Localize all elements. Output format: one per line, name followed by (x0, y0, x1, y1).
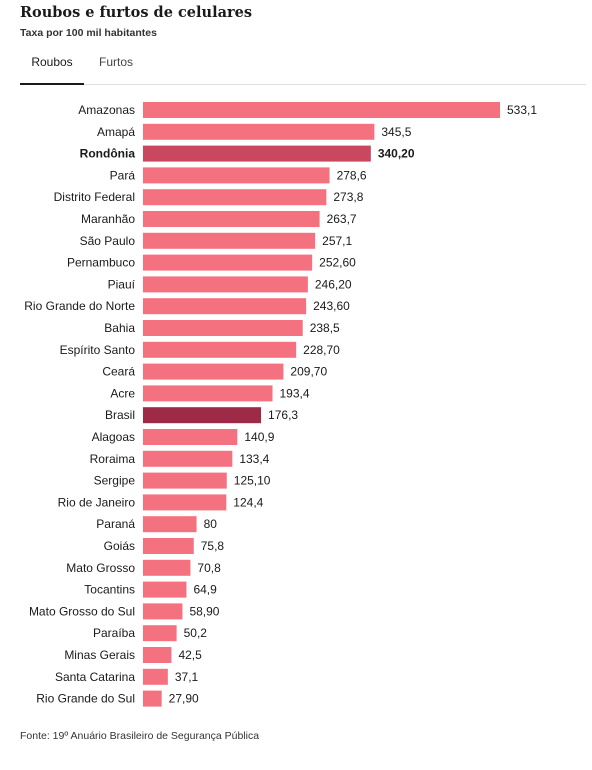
tab-bar: Roubos Furtos (20, 52, 586, 85)
category-label: Rondônia (80, 147, 136, 161)
category-label: Amazonas (78, 103, 135, 117)
bar (143, 189, 327, 206)
value-label: 533,1 (507, 103, 537, 117)
value-label: 75,8 (201, 539, 225, 553)
category-label: Paraná (96, 517, 135, 531)
value-label: 42,5 (178, 648, 202, 662)
value-label: 140,9 (244, 430, 274, 444)
bar (143, 298, 307, 315)
bar (143, 254, 313, 271)
category-label: Amapá (97, 125, 135, 139)
bar (143, 603, 183, 620)
value-label: 340,20 (378, 147, 415, 161)
value-label: 246,20 (315, 277, 352, 291)
bar (143, 690, 162, 707)
bar (143, 385, 273, 402)
bar (143, 167, 330, 184)
category-label: Bahia (104, 321, 135, 335)
category-label: Rio de Janeiro (58, 495, 136, 509)
bar (143, 668, 168, 685)
category-label: Brasil (105, 408, 135, 422)
bar (143, 407, 262, 424)
category-label: São Paulo (80, 234, 136, 248)
category-label: Acre (110, 386, 135, 400)
value-label: 238,5 (310, 321, 340, 335)
category-label: Rio Grande do Sul (36, 692, 135, 706)
tab-furtos[interactable]: Furtos (98, 55, 133, 69)
bar (143, 559, 191, 576)
bar (143, 450, 233, 467)
category-label: Sergipe (94, 474, 136, 488)
category-label: Alagoas (92, 430, 135, 444)
bar (143, 647, 172, 663)
value-label: 273,8 (333, 190, 363, 204)
bar (143, 516, 197, 533)
category-label: Santa Catarina (55, 670, 135, 684)
category-label: Mato Grosso do Sul (29, 604, 135, 618)
chart-title: Roubos e furtos de celulares (20, 4, 253, 21)
category-label: Distrito Federal (54, 190, 135, 204)
bar (143, 320, 303, 336)
value-label: 345,5 (381, 125, 411, 139)
bar (143, 538, 194, 554)
bar (143, 276, 308, 293)
value-label: 193,4 (280, 386, 310, 400)
category-label: Mato Grosso (66, 561, 135, 575)
value-label: 257,1 (322, 234, 352, 248)
value-label: 125,10 (234, 474, 271, 488)
tab-roubos[interactable]: Roubos (20, 52, 84, 85)
category-label: Pará (110, 168, 136, 182)
bar (143, 363, 284, 380)
value-label: 228,70 (303, 343, 340, 357)
bar (143, 102, 500, 118)
bar (143, 429, 238, 445)
value-label: 80 (204, 517, 218, 531)
category-label: Tocantins (84, 583, 135, 597)
bar (143, 494, 227, 511)
bar (143, 341, 297, 358)
value-label: 58,90 (189, 604, 219, 618)
value-label: 27,90 (169, 692, 199, 706)
bar (143, 232, 316, 249)
value-label: 133,4 (239, 452, 269, 466)
bar (143, 625, 177, 642)
bar (143, 581, 187, 598)
bar (143, 211, 320, 227)
value-label: 64,9 (193, 583, 217, 597)
source-note: Fonte: 19º Anuário Brasileiro de Seguran… (20, 730, 260, 742)
category-label: Espírito Santo (60, 343, 136, 357)
value-label: 124,4 (233, 495, 263, 509)
value-label: 50,2 (184, 626, 208, 640)
category-label: Paraíba (93, 626, 135, 640)
bar (143, 472, 227, 489)
bar-chart: Amazonas 533,1 Amapá 345,5 Rondônia 340,20 Par… (24, 102, 537, 707)
chart-subtitle: Taxa por 100 mil habitantes (20, 27, 157, 39)
category-label: Pernambuco (67, 256, 135, 270)
category-label: Roraima (90, 452, 136, 466)
category-label: Minas Gerais (64, 648, 135, 662)
category-label: Ceará (102, 365, 135, 379)
value-label: 70,8 (197, 561, 221, 575)
value-label: 37,1 (175, 670, 199, 684)
category-label: Goiás (104, 539, 135, 553)
category-label: Maranhão (81, 212, 135, 226)
value-label: 263,7 (327, 212, 357, 226)
value-label: 252,60 (319, 256, 356, 270)
category-label: Piauí (108, 277, 136, 291)
category-label: Rio Grande do Norte (24, 299, 135, 313)
value-label: 176,3 (268, 408, 298, 422)
bar (143, 145, 371, 162)
value-label: 278,6 (337, 168, 367, 182)
value-label: 243,60 (313, 299, 350, 313)
bar (143, 123, 375, 140)
value-label: 209,70 (290, 365, 327, 379)
